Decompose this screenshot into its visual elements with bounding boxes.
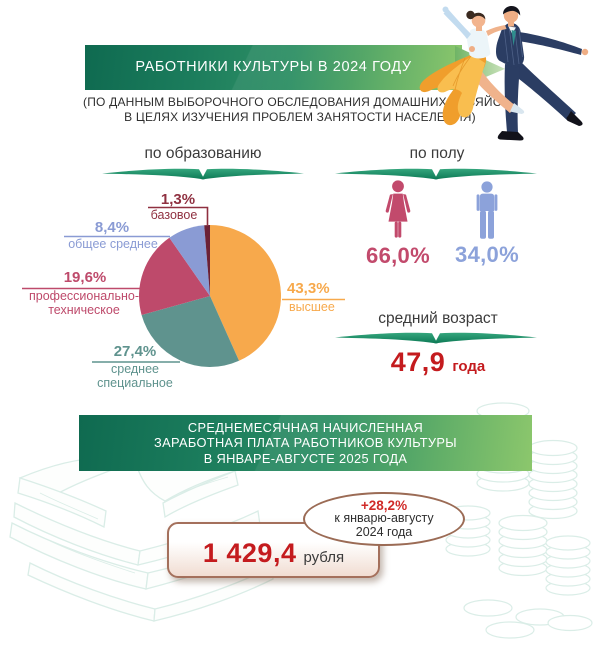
pie-slice-профессионально-техническое (139, 237, 210, 315)
education-chevron-decoration (102, 168, 304, 180)
gender-chevron-decoration (335, 168, 537, 180)
male-dancer-figure (495, 5, 589, 141)
gender-heading: по полу (409, 145, 465, 162)
female-share-block: 66,0% (352, 180, 444, 269)
salary-unit: рубля (303, 549, 345, 566)
subtitle-line-1: (ПО ДАННЫМ ВЫБОРОЧНОГО ОБСЛЕДОВАНИЯ ДОМА… (83, 95, 517, 109)
pie-label-specialized-secondary-pct: 27,4% (113, 343, 157, 360)
pie-label-vocational-pct: 19,6% (63, 269, 107, 286)
page-title: РАБОТНИКИ КУЛЬТУРЫ В 2024 ГОДУ (135, 59, 412, 75)
pie-label-specialized-secondary-name: среднее специальное (97, 362, 173, 390)
salary-banner-line-1: СРЕДНЕМЕСЯЧНАЯ НАЧИСЛЕННАЯ (187, 419, 424, 435)
average-age-chevron-decoration (335, 332, 537, 344)
pie-slice-высшее (210, 225, 281, 361)
salary-change-note-1: к январю-августу (334, 511, 434, 526)
pie-label-vocational-name: профессионально-техническое (28, 289, 140, 317)
pie-label-higher-name: высшее (289, 300, 335, 314)
dancing-couple-illustration (419, 5, 589, 141)
pie-label-general-secondary-pct: 8,4% (94, 219, 130, 236)
pie-slice-общее среднее (169, 225, 210, 296)
average-age-value: 47,9 года (353, 347, 523, 378)
average-age-heading: средний возраст (378, 310, 498, 327)
subtitle: (ПО ДАННЫМ ВЫБОРОЧНОГО ОБСЛЕДОВАНИЯ ДОМА… (0, 95, 600, 125)
salary-banner-line-3: В ЯНВАРЕ-АВГУСТЕ 2025 ГОДА (203, 450, 408, 466)
pie-label-basic-name: базовое (150, 208, 198, 222)
pie-label-higher-pct: 43,3% (287, 280, 330, 297)
female-icon (385, 180, 411, 238)
education-pie-chart (139, 225, 281, 367)
salary-banner: СРЕДНЕМЕСЯЧНАЯ НАЧИСЛЕННАЯ ЗАРАБОТНАЯ ПЛ… (79, 415, 532, 471)
salary-change-badge: +28,2% к январю-августу 2024 года (303, 492, 465, 546)
average-age-unit: года (452, 358, 486, 375)
education-heading: по образованию (144, 145, 262, 162)
pie-slice-среднее специальное (141, 296, 240, 367)
salary-change-percent: +28,2% (360, 497, 408, 513)
pie-label-general-secondary-name: общее среднее (68, 237, 158, 251)
salary-amount: 1 429,4 (202, 538, 297, 568)
male-percentage: 34,0% (455, 242, 519, 267)
pie-slice-базовое (204, 225, 210, 296)
male-share-block: 34,0% (441, 181, 533, 268)
salary-change-note-2: 2024 года (355, 524, 413, 539)
pie-label-basic-pct: 1,3% (160, 191, 196, 208)
subtitle-line-2: В ЦЕЛЯХ ИЗУЧЕНИЯ ПРОБЛЕМ ЗАНЯТОСТИ НАСЕЛ… (124, 110, 476, 124)
female-percentage: 66,0% (366, 243, 430, 268)
average-age-number: 47,9 (390, 347, 446, 377)
salary-banner-line-2: ЗАРАБОТНАЯ ПЛАТА РАБОТНИКОВ КУЛЬТУРЫ (154, 435, 457, 451)
male-icon (476, 181, 498, 239)
female-dancer-figure (419, 6, 525, 126)
title-banner: РАБОТНИКИ КУЛЬТУРЫ В 2024 ГОДУ (85, 45, 462, 90)
